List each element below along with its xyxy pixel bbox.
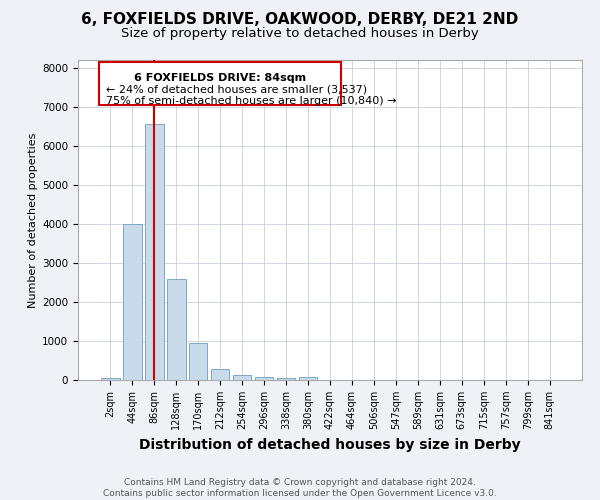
Bar	[145, 124, 164, 380]
Bar	[299, 378, 317, 380]
Text: 75% of semi-detached houses are larger (10,840) →: 75% of semi-detached houses are larger (…	[106, 96, 397, 106]
Bar	[255, 378, 274, 380]
Text: ← 24% of detached houses are smaller (3,537): ← 24% of detached houses are smaller (3,…	[106, 84, 367, 94]
Bar	[167, 278, 185, 380]
Text: 6, FOXFIELDS DRIVE, OAKWOOD, DERBY, DE21 2ND: 6, FOXFIELDS DRIVE, OAKWOOD, DERBY, DE21…	[82, 12, 518, 28]
Text: Contains HM Land Registry data © Crown copyright and database right 2024.
Contai: Contains HM Land Registry data © Crown c…	[103, 478, 497, 498]
X-axis label: Distribution of detached houses by size in Derby: Distribution of detached houses by size …	[139, 438, 521, 452]
Bar	[233, 375, 251, 380]
Text: Size of property relative to detached houses in Derby: Size of property relative to detached ho…	[121, 28, 479, 40]
Bar	[189, 343, 208, 380]
Y-axis label: Number of detached properties: Number of detached properties	[28, 132, 38, 308]
Bar	[123, 224, 142, 380]
Bar	[211, 368, 229, 380]
Bar	[99, 62, 341, 105]
Text: 6 FOXFIELDS DRIVE: 84sqm: 6 FOXFIELDS DRIVE: 84sqm	[134, 73, 306, 83]
Bar	[101, 378, 119, 380]
Bar	[277, 378, 295, 380]
